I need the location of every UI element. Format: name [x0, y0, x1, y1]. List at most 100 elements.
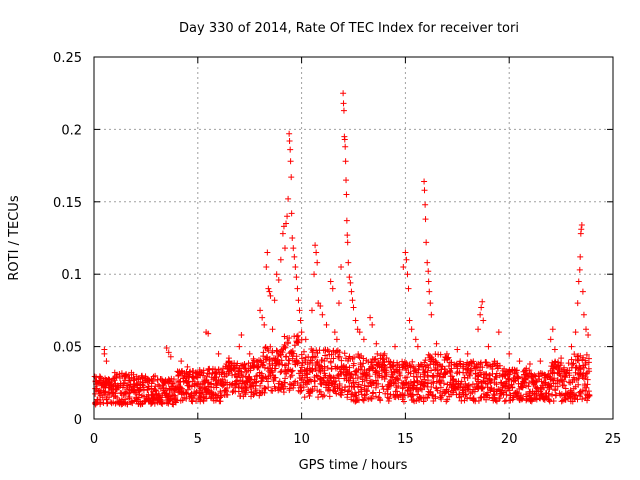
data-point-band — [445, 388, 452, 395]
data-point — [343, 217, 350, 224]
data-point-band — [206, 366, 213, 373]
data-point-band — [346, 364, 353, 371]
data-point-band — [200, 367, 207, 374]
data-point-band — [350, 360, 357, 367]
data-point-band — [437, 384, 444, 391]
data-point-band — [496, 372, 503, 379]
data-point — [516, 358, 523, 365]
data-point-band — [497, 395, 504, 402]
data-point-band — [251, 390, 258, 397]
data-point — [343, 191, 350, 198]
data-point-band — [259, 361, 266, 368]
data-point — [265, 285, 272, 292]
data-point — [428, 311, 435, 318]
data-point-band — [108, 378, 115, 385]
data-point — [572, 329, 579, 336]
data-point-band — [352, 389, 359, 396]
data-point-band — [483, 371, 490, 378]
data-point-band — [247, 367, 254, 374]
data-point-band — [572, 392, 579, 399]
data-point-band — [354, 375, 361, 382]
data-point-band — [97, 399, 104, 406]
data-point-band — [458, 378, 465, 385]
data-point-band — [321, 363, 328, 370]
data-point-band — [91, 373, 98, 380]
data-point — [412, 336, 419, 343]
data-point-band — [395, 377, 402, 384]
data-point — [356, 329, 363, 336]
data-point-band — [286, 387, 293, 394]
data-point — [103, 358, 110, 365]
data-point-band — [139, 382, 146, 389]
data-point-band — [185, 379, 192, 386]
data-point-band — [467, 367, 474, 374]
data-point-band — [457, 382, 464, 389]
data-point-band — [471, 388, 478, 395]
data-point-band — [418, 386, 425, 393]
data-point-band — [283, 353, 290, 360]
data-point-band — [496, 362, 503, 369]
data-point-band — [489, 365, 496, 372]
data-point-band — [425, 377, 432, 384]
data-point-band — [575, 381, 582, 388]
data-point — [426, 288, 433, 295]
data-point — [585, 332, 592, 339]
data-point-band — [272, 365, 279, 372]
axis-ticks — [93, 56, 614, 420]
data-point-band — [492, 396, 499, 403]
data-point-band — [365, 383, 372, 390]
data-point-band — [193, 388, 200, 395]
data-point-band — [278, 357, 285, 364]
data-point-band — [113, 386, 120, 393]
data-point-band — [311, 378, 318, 385]
data-point-band — [428, 367, 435, 374]
data-point-band — [387, 391, 394, 398]
data-point-band — [407, 363, 414, 370]
data-point — [406, 317, 413, 324]
data-point-band — [525, 383, 532, 390]
data-point-band — [376, 360, 383, 367]
x-tick-label: 10 — [293, 432, 310, 447]
data-point — [289, 235, 296, 241]
data-point-band — [575, 357, 582, 364]
data-point-band — [260, 353, 267, 360]
data-point-band — [352, 368, 359, 375]
data-point-band — [348, 396, 355, 403]
x-tick-label: 25 — [605, 432, 622, 447]
data-point-band — [123, 371, 130, 378]
data-point-band — [284, 339, 291, 346]
data-point-band — [359, 376, 366, 383]
data-point-band — [276, 384, 283, 391]
data-point-band — [261, 364, 268, 371]
data-point-band — [322, 352, 329, 359]
data-point — [424, 259, 431, 266]
data-point-band — [428, 384, 435, 391]
data-point — [575, 278, 582, 285]
data-point-band — [281, 333, 288, 340]
data-point-band — [562, 385, 569, 392]
data-point-band — [311, 383, 318, 390]
data-point-band — [377, 397, 384, 404]
data-point-band — [583, 370, 590, 377]
data-point — [349, 297, 356, 304]
data-point-band — [372, 371, 379, 378]
y-tick-label: 0 — [74, 413, 82, 428]
data-points — [91, 90, 593, 408]
data-point — [343, 177, 350, 184]
data-point-band — [371, 356, 378, 363]
data-point-band — [363, 377, 370, 384]
data-point-band — [234, 360, 241, 367]
data-point — [342, 158, 349, 165]
data-point-band — [236, 365, 243, 372]
data-point — [308, 307, 315, 314]
data-point — [312, 242, 319, 249]
data-point — [259, 314, 266, 321]
data-point-band — [483, 362, 490, 369]
data-point-band — [261, 385, 268, 392]
data-point-band — [514, 375, 521, 382]
data-point-band — [332, 381, 339, 388]
data-point-band — [425, 364, 432, 371]
data-point-band — [224, 385, 231, 392]
data-point-band — [372, 393, 379, 400]
data-point — [287, 146, 294, 153]
